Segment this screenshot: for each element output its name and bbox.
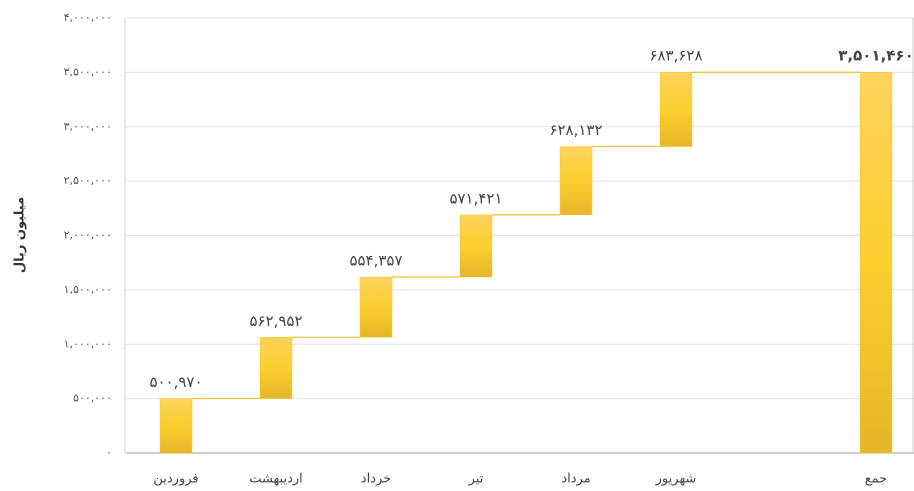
- y-tick-label: ۱,۵۰۰,۰۰۰: [64, 283, 112, 296]
- y-tick-label: ۲,۰۰۰,۰۰۰: [64, 229, 112, 242]
- y-tick-label: ۲,۵۰۰,۰۰۰: [64, 174, 112, 187]
- x-tick-label: خرداد: [361, 472, 391, 487]
- x-tick-label: مرداد: [561, 472, 590, 487]
- data-label: ۵۶۲,۹۵۲: [249, 312, 302, 330]
- bar: [559, 146, 593, 216]
- data-label: ۵۵۴,۳۵۷: [349, 252, 402, 270]
- y-tick-label: ۳,۵۰۰,۰۰۰: [64, 65, 112, 78]
- y-tick-label: ۱,۰۰۰,۰۰۰: [64, 337, 112, 350]
- y-tick-label: ۳,۰۰۰,۰۰۰: [64, 120, 112, 133]
- bar: [359, 276, 393, 338]
- y-tick-label: ۵۰۰,۰۰۰: [73, 392, 112, 405]
- x-tick-label: شهریور: [655, 472, 697, 487]
- x-tick-label: اردیبهشت: [249, 472, 303, 487]
- bar: [459, 214, 493, 278]
- y-tick-label: ۰: [106, 446, 112, 459]
- total-bar: [859, 71, 893, 454]
- bar: [659, 71, 693, 147]
- data-label: ۶۲۸,۱۳۲: [549, 121, 602, 139]
- x-tick-label: فروردین: [153, 472, 198, 487]
- bar: [259, 337, 293, 399]
- data-label: ۵۷۱,۴۲۱: [449, 189, 502, 207]
- data-label: ۵۰۰,۹۷۰: [149, 373, 202, 391]
- bar: [159, 398, 193, 454]
- x-tick-label: تیر: [468, 472, 484, 487]
- y-axis-label: میلیون ریال: [13, 197, 28, 273]
- y-tick-label: ۴,۰۰۰,۰۰۰: [64, 11, 112, 24]
- data-label: ۳,۵۰۱,۴۶۰: [838, 47, 913, 65]
- x-tick-label: جمع: [865, 472, 887, 487]
- data-label: ۶۸۳,۶۲۸: [649, 47, 702, 65]
